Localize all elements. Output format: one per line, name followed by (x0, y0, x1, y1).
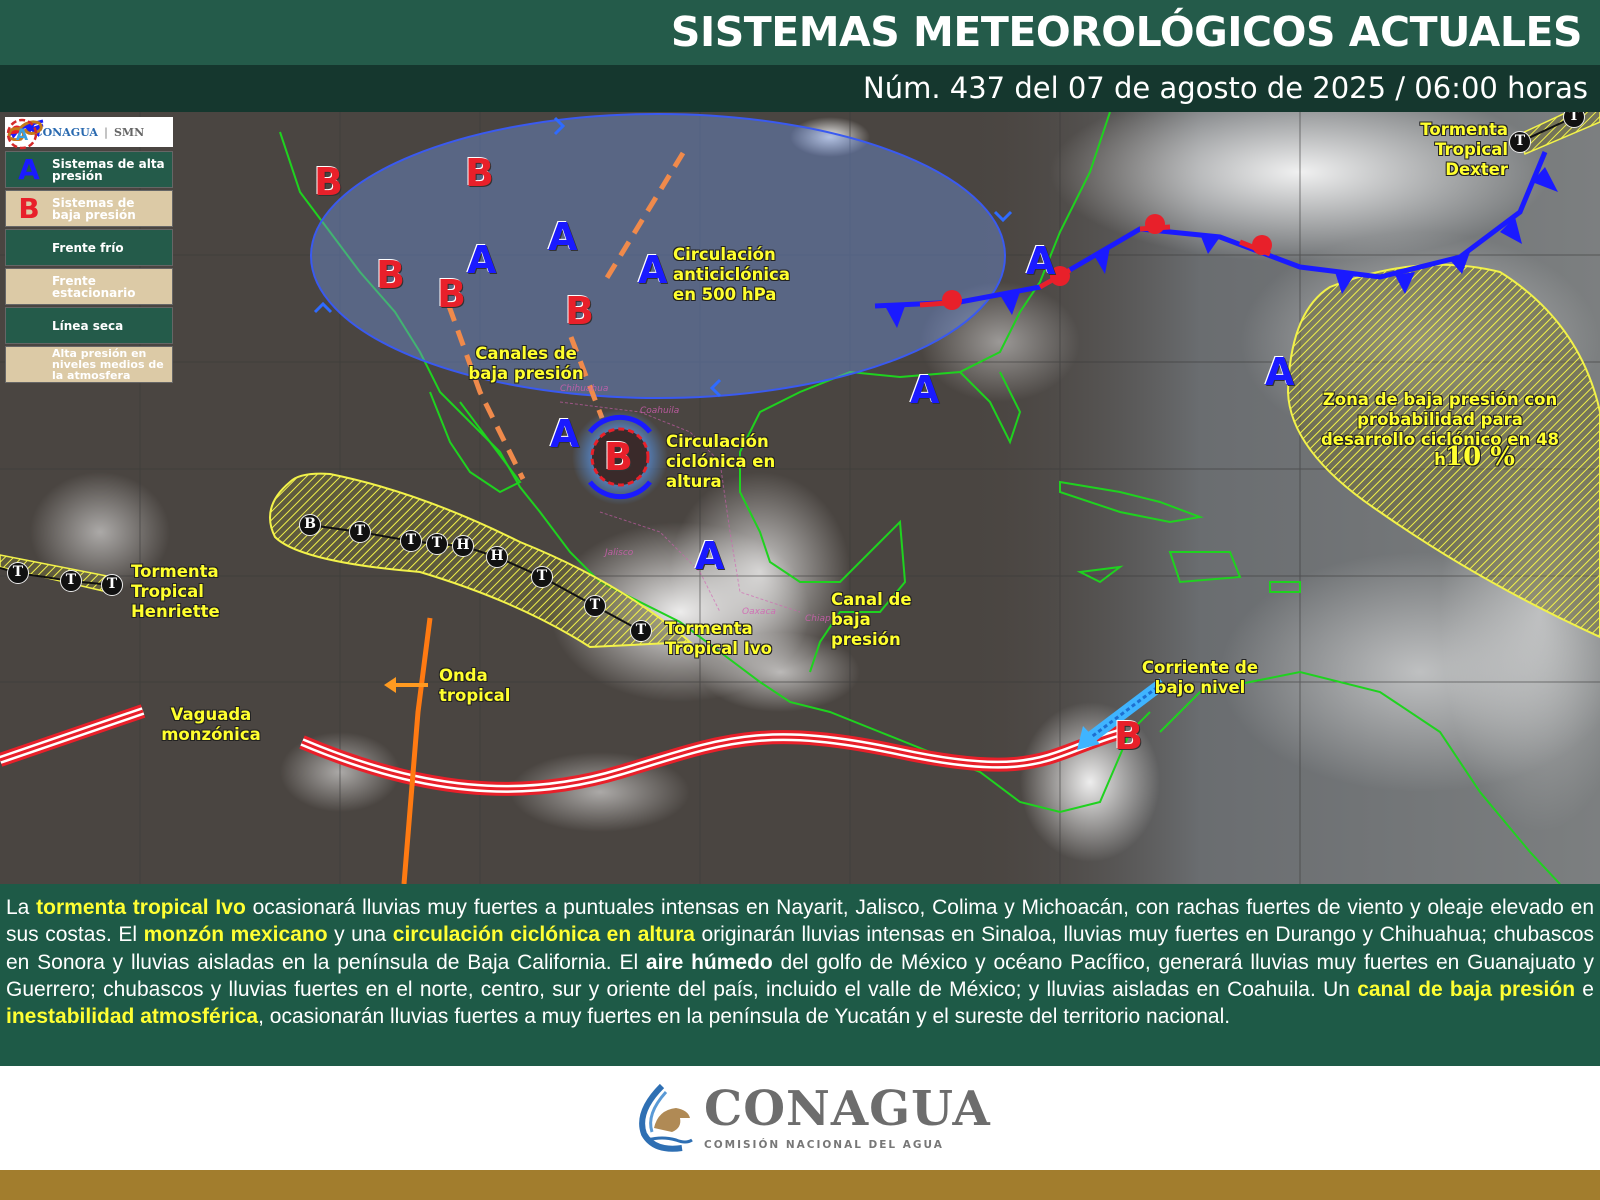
high-pressure-symbol: A (1265, 350, 1295, 394)
label-zone-probability: 10 % (1445, 442, 1515, 472)
label-dexter: Tormenta Tropical Dexter (1420, 120, 1508, 179)
bulletin-text: La tormenta tropical Ivo ocasionará lluv… (0, 884, 1600, 1066)
storm-position-marker: T (1563, 112, 1585, 128)
coastlines (279, 112, 1561, 884)
state-label: Chiapas (805, 614, 841, 624)
anticyclone-arrows (313, 116, 1013, 398)
low-pressure-troughs (446, 151, 686, 481)
bulletin-number-date: Núm. 437 del 07 de agosto de 2025 / 06:0… (0, 65, 1600, 112)
stationary-cold-front (874, 151, 1558, 328)
legend-label: Línea seca (52, 318, 124, 333)
bulletin-segment: ocasionará lluvias muy fuertes a puntual… (6, 896, 1595, 947)
high-pressure-symbol: A (548, 215, 578, 259)
legend-item-stationary-front: Frente estacionario (5, 123, 173, 305)
low-pressure-icon: B (18, 192, 40, 225)
conagua-logo: CONAGUA COMISIÓN NACIONAL DEL AGUA (632, 1082, 991, 1154)
low-pressure-symbol: B (465, 151, 494, 195)
low-pressure-symbol: B (314, 160, 343, 204)
bulletin-highlight: aire húmedo (645, 950, 773, 974)
upper-level-cyclonic-circulation (572, 409, 668, 505)
bulletin-segment: , ocasionarán lluvias fuertes a muy fuer… (258, 1005, 1231, 1029)
legend-label: Sistemas de baja presión (52, 195, 136, 222)
storm-position-marker: T (531, 566, 553, 588)
legend-item-mid-level-high: A Alta presión en niveles medios de la at… (5, 118, 173, 383)
bulletin-highlight: tormenta tropical Ivo (36, 896, 246, 919)
bulletin-highlight: monzón mexicano (143, 923, 328, 947)
conagua-logo: CONAGUA (33, 125, 98, 139)
low-pressure-symbol: B (565, 289, 594, 333)
low-pressure-symbol: B (376, 253, 405, 297)
storm-position-marker: T (584, 595, 606, 617)
bulletin-segment: del golfo de México y océano Pacífico, g… (6, 950, 1594, 1001)
state-label: Coahuila (640, 406, 680, 416)
smn-logo: SMN (113, 125, 145, 139)
label-henriette: Tormenta Tropical Henriette (131, 562, 220, 621)
bulletin-segment: e (1575, 977, 1594, 1001)
storm-position-marker: T (7, 562, 29, 584)
label-trough-channel: Canal de baja presión (831, 590, 912, 649)
bulletin-highlight: inestabilidad atmosférica (6, 1005, 259, 1029)
low-pressure-symbol: B (437, 272, 466, 316)
high-pressure-symbol: A (550, 412, 580, 456)
storm-position-marker: T (349, 521, 371, 543)
storm-position-marker: T (400, 530, 422, 552)
cyclonic-development-zone (1286, 263, 1600, 639)
bulletin-highlight: canal de baja presión (1357, 977, 1576, 1001)
storm-position-marker: H (452, 535, 474, 557)
bulletin-highlight: circulación ciclónica en altura (392, 923, 695, 947)
legend-item-high-pressure: A Sistemas de alta presión (5, 151, 173, 188)
state-borders (559, 401, 801, 613)
map-legend: CONAGUA | SMN A Sistemas de alta presión … (5, 117, 173, 385)
conagua-emblem-icon (639, 1083, 693, 1152)
storm-position-marker: T (60, 570, 82, 592)
bulletin-segment: originarán lluvias intensas en Sinaloa, … (6, 923, 1594, 974)
storm-position-marker: T (1509, 131, 1531, 153)
legend-label: Frente frío (52, 240, 124, 255)
high-pressure-symbol: A (638, 248, 668, 292)
legend-label: Sistemas de alta presión (52, 156, 165, 183)
page-title: SISTEMAS METEOROLÓGICOS ACTUALES (0, 0, 1600, 65)
label-ivo: Tormenta Tropical Ivo (665, 619, 772, 658)
low-level-jet-arrow (1077, 678, 1167, 750)
high-pressure-symbol: A (910, 368, 940, 412)
high-pressure-symbol: A (695, 534, 725, 578)
low-pressure-symbol: B (1114, 714, 1143, 758)
state-label: Chihuahua (560, 384, 609, 394)
svg-text:A: A (16, 125, 29, 144)
label-development-zone: Zona de baja presión con probabilidad pa… (1320, 390, 1560, 469)
high-pressure-symbol: A (1026, 239, 1056, 283)
legend-item-cold-front: Frente frío (5, 119, 173, 266)
legend-item-low-pressure: B Sistemas de baja presión (5, 190, 173, 227)
high-pressure-symbol: A (467, 238, 497, 282)
anticyclone-500hpa-area (310, 113, 1006, 399)
storm-position-marker: B (299, 514, 321, 536)
monsoon-trough (0, 704, 1124, 796)
logo-name: CONAGUA (704, 1081, 991, 1137)
label-troughs: Canales de baja presión (468, 344, 584, 383)
low-pressure-symbol: B (604, 435, 633, 479)
tropical-wave (384, 617, 433, 884)
legend-item-dry-line: Línea seca (5, 120, 173, 344)
legend-label: Alta presión en niveles medios de la atm… (52, 347, 164, 382)
state-label: Oaxaca (742, 607, 776, 617)
storm-position-marker: T (630, 620, 652, 642)
footer: CONAGUA COMISIÓN NACIONAL DEL AGUA (0, 1066, 1600, 1170)
label-monsoon-trough: Vaguada monzónica (161, 705, 261, 744)
storm-position-marker: T (101, 574, 123, 596)
high-pressure-icon: A (18, 153, 40, 186)
bulletin-segment: La (6, 896, 37, 919)
storm-position-marker: T (426, 533, 448, 555)
state-label: Jalisco (605, 548, 634, 558)
legend-label: Frente estacionario (52, 273, 136, 300)
label-tropical-wave: Onda tropical (439, 666, 511, 705)
footer-band (0, 1170, 1600, 1200)
label-cyclonic-circulation: Circulación ciclónica en altura (666, 432, 776, 491)
label-low-level-jet: Corriente de bajo nivel (1141, 658, 1259, 697)
bulletin-segment: y una (327, 923, 393, 947)
map-graphics (0, 112, 1600, 884)
logo-subtitle: COMISIÓN NACIONAL DEL AGUA (704, 1139, 944, 1151)
label-anticyclone: Circulación anticiclónica en 500 hPa (673, 245, 790, 304)
storm-position-marker: H (486, 546, 508, 568)
